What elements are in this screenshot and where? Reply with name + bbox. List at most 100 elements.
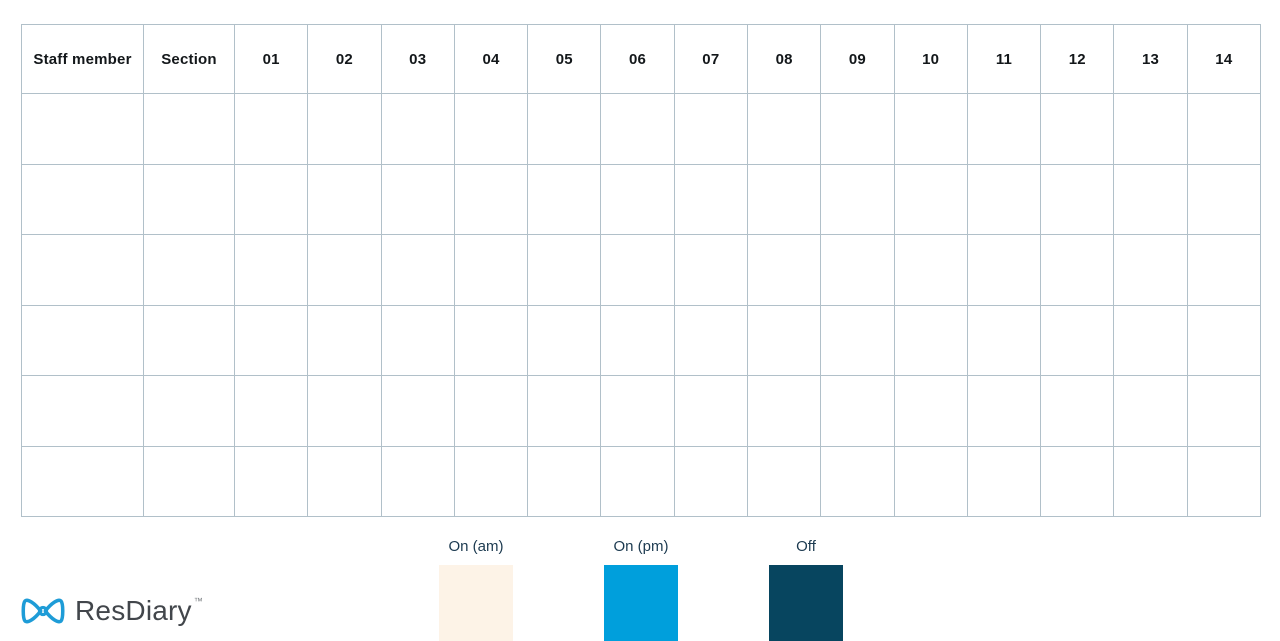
logo-text: ResDiary	[75, 595, 192, 626]
empty-schedule-cell	[307, 375, 382, 447]
column-header-day: 13	[1113, 24, 1188, 94]
empty-schedule-cell	[893, 93, 968, 165]
resdiary-logo: ResDiary ™	[20, 590, 203, 632]
empty-schedule-cell	[1113, 304, 1188, 376]
empty-schedule-cell	[527, 304, 602, 376]
empty-schedule-cell	[1040, 445, 1115, 517]
empty-schedule-cell	[453, 375, 529, 447]
legend-item: On (pm)	[604, 538, 678, 641]
column-header-day: 14	[1186, 24, 1262, 94]
empty-schedule-cell	[143, 93, 235, 165]
empty-schedule-cell	[673, 445, 748, 517]
empty-schedule-cell	[1040, 163, 1115, 235]
empty-schedule-cell	[380, 375, 455, 447]
legend-color-swatch	[439, 565, 513, 641]
empty-schedule-cell	[746, 445, 822, 517]
empty-schedule-cell	[1113, 445, 1188, 517]
empty-schedule-cell	[527, 234, 602, 306]
table-header: Staff member Section 01 02 03 04 05 06 07 08 09 10 1…	[21, 24, 1262, 94]
empty-schedule-cell	[600, 234, 675, 306]
empty-schedule-cell	[1040, 375, 1115, 447]
legend: On (am) On (pm) Off	[439, 538, 843, 641]
empty-schedule-cell	[673, 163, 748, 235]
column-header-day: 07	[673, 24, 748, 94]
empty-schedule-cell	[820, 304, 895, 376]
empty-schedule-cell	[966, 93, 1042, 165]
empty-schedule-cell	[966, 445, 1042, 517]
empty-schedule-cell	[600, 445, 675, 517]
empty-schedule-cell	[380, 445, 455, 517]
empty-schedule-cell	[453, 163, 529, 235]
empty-schedule-cell	[673, 304, 748, 376]
empty-schedule-cell	[893, 304, 968, 376]
empty-schedule-cell	[527, 375, 602, 447]
legend-item: On (am)	[439, 538, 513, 641]
empty-schedule-cell	[527, 163, 602, 235]
empty-schedule-cell	[966, 375, 1042, 447]
empty-schedule-cell	[233, 375, 309, 447]
empty-schedule-cell	[143, 304, 235, 376]
empty-schedule-cell	[673, 93, 748, 165]
empty-schedule-cell	[21, 375, 144, 447]
column-header-day: 11	[966, 24, 1042, 94]
empty-schedule-cell	[307, 93, 382, 165]
empty-schedule-cell	[1186, 445, 1262, 517]
table-row	[21, 304, 1262, 376]
empty-schedule-cell	[600, 163, 675, 235]
column-header-day: 05	[527, 24, 602, 94]
empty-schedule-cell	[1113, 163, 1188, 235]
empty-schedule-cell	[746, 304, 822, 376]
empty-schedule-cell	[1113, 93, 1188, 165]
empty-schedule-cell	[820, 163, 895, 235]
empty-schedule-cell	[21, 304, 144, 376]
column-header-day: 01	[233, 24, 309, 94]
empty-schedule-cell	[746, 93, 822, 165]
empty-schedule-cell	[893, 375, 968, 447]
empty-schedule-cell	[600, 304, 675, 376]
empty-schedule-cell	[380, 304, 455, 376]
empty-schedule-cell	[380, 93, 455, 165]
empty-schedule-cell	[307, 163, 382, 235]
empty-schedule-cell	[1113, 234, 1188, 306]
staff-rota-table: Staff member Section 01 02 03 04 05 06 07 08 09 10 1…	[21, 24, 1262, 517]
empty-schedule-cell	[233, 445, 309, 517]
resdiary-bow-icon	[21, 598, 65, 624]
empty-schedule-cell	[1186, 234, 1262, 306]
empty-schedule-cell	[966, 304, 1042, 376]
empty-schedule-cell	[600, 93, 675, 165]
table-row	[21, 234, 1262, 306]
column-header-day: 04	[453, 24, 529, 94]
empty-schedule-cell	[966, 234, 1042, 306]
empty-schedule-cell	[453, 445, 529, 517]
empty-schedule-cell	[307, 304, 382, 376]
empty-schedule-cell	[1186, 163, 1262, 235]
empty-schedule-cell	[143, 445, 235, 517]
empty-schedule-cell	[673, 375, 748, 447]
table-row	[21, 375, 1262, 447]
table-row	[21, 445, 1262, 517]
empty-schedule-cell	[143, 234, 235, 306]
table-row	[21, 163, 1262, 235]
table-body	[21, 93, 1262, 517]
empty-schedule-cell	[1186, 304, 1262, 376]
column-header-day: 09	[820, 24, 895, 94]
column-header-day: 06	[600, 24, 675, 94]
empty-schedule-cell	[600, 375, 675, 447]
legend-label: On (pm)	[613, 538, 669, 555]
empty-schedule-cell	[673, 234, 748, 306]
legend-color-swatch	[769, 565, 843, 641]
empty-schedule-cell	[453, 234, 529, 306]
empty-schedule-cell	[233, 304, 309, 376]
empty-schedule-cell	[820, 445, 895, 517]
empty-schedule-cell	[453, 304, 529, 376]
empty-schedule-cell	[1040, 93, 1115, 165]
empty-schedule-cell	[380, 163, 455, 235]
empty-schedule-cell	[746, 375, 822, 447]
empty-schedule-cell	[21, 234, 144, 306]
column-header-day: 10	[893, 24, 968, 94]
empty-schedule-cell	[143, 163, 235, 235]
empty-schedule-cell	[1040, 304, 1115, 376]
empty-schedule-cell	[453, 93, 529, 165]
empty-schedule-cell	[820, 234, 895, 306]
